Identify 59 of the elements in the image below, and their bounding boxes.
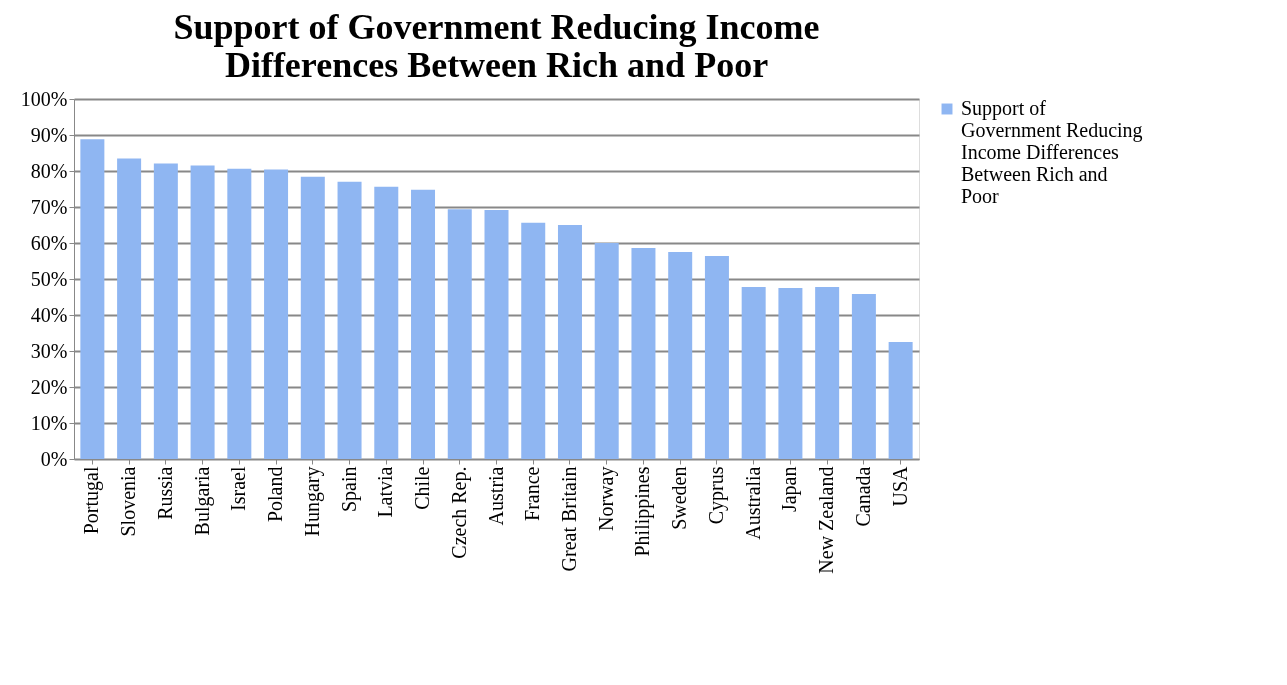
bar bbox=[557, 225, 582, 459]
bar bbox=[778, 288, 803, 459]
x-tick-label: Hungary bbox=[300, 466, 324, 537]
bar bbox=[337, 181, 362, 459]
bar bbox=[264, 169, 289, 459]
y-tick-label: 70% bbox=[30, 195, 68, 218]
x-tick-label: Portugal bbox=[80, 466, 104, 535]
bar bbox=[153, 163, 178, 459]
x-tick-label: Czech Rep. bbox=[447, 466, 471, 559]
x-tick-label: New Zealand bbox=[815, 466, 838, 574]
y-tick-label: 80% bbox=[30, 159, 68, 182]
x-tick-label: Sweden bbox=[668, 466, 691, 530]
x-tick-label: Russia bbox=[153, 466, 176, 520]
x-tick-label: Great Britain bbox=[557, 466, 580, 572]
bar bbox=[117, 158, 142, 459]
bar bbox=[411, 189, 436, 459]
legend-label: Support of Government Reducing Income Differences Between Rich and Poor bbox=[961, 97, 1143, 207]
bar bbox=[227, 168, 252, 459]
bar bbox=[521, 222, 546, 459]
bar bbox=[704, 255, 729, 459]
bar bbox=[851, 294, 876, 459]
x-tick-label: USA bbox=[888, 465, 911, 507]
bar bbox=[668, 252, 693, 459]
x-tick-label: Japan bbox=[778, 466, 802, 513]
bar bbox=[631, 248, 656, 459]
bar bbox=[447, 209, 472, 459]
x-tick-label: Cyprus bbox=[704, 466, 728, 525]
bar bbox=[815, 286, 840, 459]
bar bbox=[374, 186, 399, 459]
y-tick-label: 20% bbox=[30, 375, 68, 398]
x-tick-label: Australia bbox=[741, 466, 764, 540]
bar bbox=[190, 165, 215, 459]
x-tick-label: Philippines bbox=[631, 466, 655, 557]
bar bbox=[741, 286, 766, 459]
x-tick-label: Poland bbox=[264, 466, 287, 523]
x-tick-label: France bbox=[521, 466, 544, 521]
y-tick-label: 10% bbox=[30, 411, 68, 434]
y-tick-label: 0% bbox=[40, 447, 68, 470]
chart-title: Support of Government Reducing Income Differences Between Rich and Poor bbox=[173, 7, 820, 85]
bar bbox=[594, 243, 619, 459]
x-tick-label: Chile bbox=[411, 466, 434, 510]
bar bbox=[300, 176, 325, 459]
y-tick-label: 100% bbox=[20, 87, 68, 110]
x-tick-label: Bulgaria bbox=[190, 466, 214, 536]
y-tick-label: 60% bbox=[30, 231, 68, 254]
x-tick-label: Latvia bbox=[374, 466, 397, 518]
x-tick-label: Austria bbox=[484, 466, 507, 526]
y-tick-label: 50% bbox=[30, 267, 68, 290]
bar bbox=[80, 139, 105, 459]
x-tick-label: Israel bbox=[227, 466, 250, 511]
bar bbox=[888, 342, 913, 459]
y-tick-label: 40% bbox=[30, 303, 68, 326]
y-tick-label: 30% bbox=[30, 339, 68, 362]
y-tick-label: 90% bbox=[30, 123, 68, 146]
bar bbox=[484, 209, 509, 459]
x-tick-label: Spain bbox=[337, 466, 361, 513]
x-tick-label: Slovenia bbox=[117, 466, 140, 537]
x-tick-label: Norway bbox=[594, 466, 618, 531]
x-tick-label: Canada bbox=[851, 466, 874, 527]
